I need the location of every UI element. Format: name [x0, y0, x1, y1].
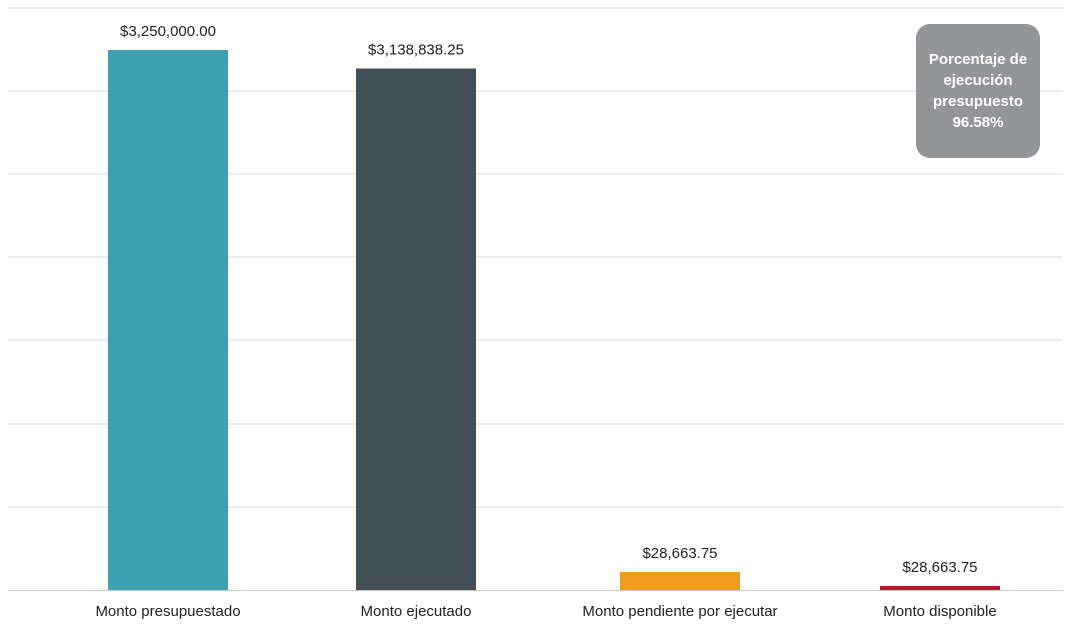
- value-label-2: $3,138,838.25: [368, 41, 464, 58]
- badge-line-2: ejecución: [943, 72, 1013, 89]
- x-tick-4: Monto disponible: [883, 603, 996, 620]
- x-tick-1: Monto presupuestado: [95, 603, 240, 620]
- bar-1: [108, 50, 228, 590]
- bar-4: [880, 586, 1000, 590]
- value-labels: $3,250,000.00 $3,138,838.25 $28,663.75 $28,…: [120, 23, 978, 576]
- bar-2: [356, 68, 476, 590]
- x-tick-3: Monto pendiente por ejecutar: [582, 603, 777, 620]
- value-label-1: $3,250,000.00: [120, 23, 216, 40]
- bar-3: [620, 572, 740, 590]
- badge-line-3: presupuesto: [932, 93, 1023, 110]
- badge-line-1: Porcentaje de: [928, 51, 1028, 68]
- bars: [108, 50, 1000, 590]
- execution-percentage-badge: Porcentaje de ejecución presupuesto 96.5…: [916, 24, 1040, 158]
- value-label-4: $28,663.75: [902, 559, 977, 576]
- badge-percentage: 96.58%: [952, 114, 1004, 131]
- value-label-3: $28,663.75: [642, 545, 717, 562]
- x-tick-2: Monto ejecutado: [361, 603, 472, 620]
- x-tick-labels: Monto presupuestado Monto ejecutado Monto …: [95, 603, 996, 620]
